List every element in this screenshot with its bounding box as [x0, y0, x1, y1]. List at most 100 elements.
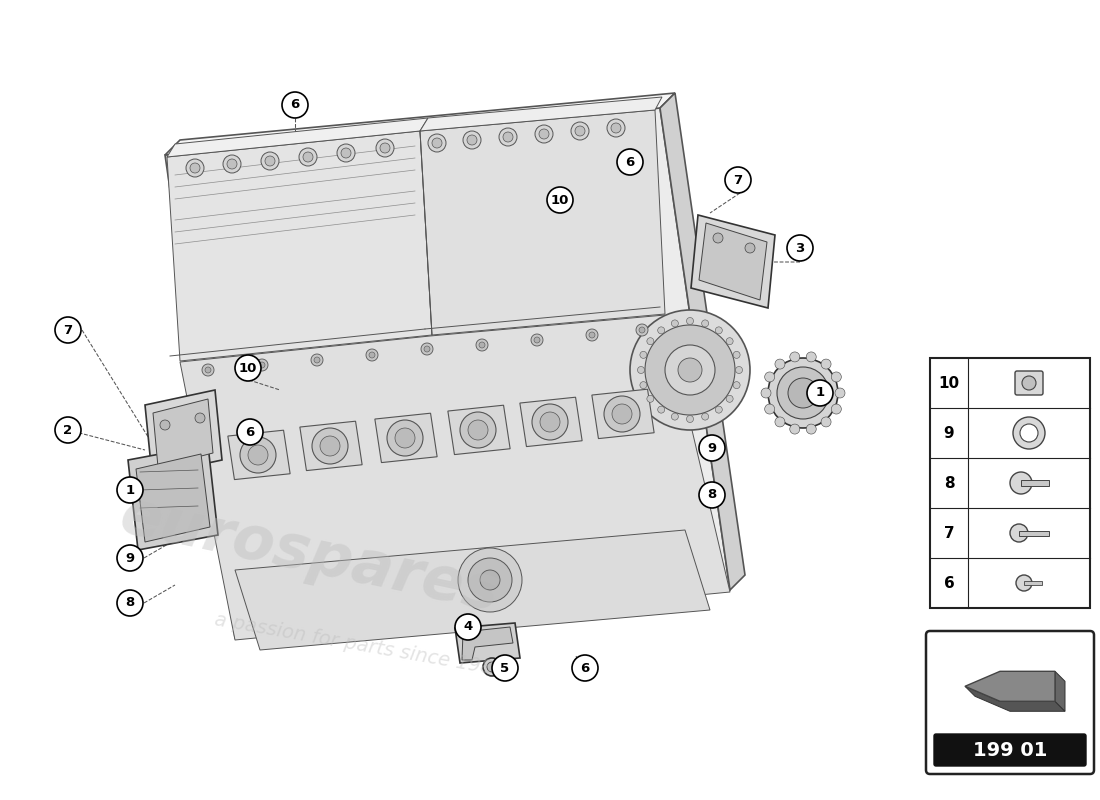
Polygon shape: [180, 315, 730, 640]
Text: 8: 8: [125, 597, 134, 610]
Circle shape: [532, 404, 568, 440]
Polygon shape: [165, 93, 675, 155]
Polygon shape: [660, 93, 745, 590]
Circle shape: [666, 345, 715, 395]
Circle shape: [428, 134, 446, 152]
Circle shape: [531, 334, 543, 346]
Circle shape: [468, 558, 512, 602]
Circle shape: [282, 92, 308, 118]
Circle shape: [302, 152, 313, 162]
Circle shape: [460, 412, 496, 448]
Polygon shape: [235, 530, 710, 650]
FancyBboxPatch shape: [934, 734, 1086, 766]
Circle shape: [235, 355, 261, 381]
Circle shape: [487, 662, 497, 672]
Circle shape: [483, 658, 500, 676]
Text: 2: 2: [64, 423, 73, 437]
Circle shape: [535, 125, 553, 143]
Circle shape: [539, 129, 549, 139]
Circle shape: [311, 354, 323, 366]
Circle shape: [1010, 472, 1032, 494]
Circle shape: [807, 380, 833, 406]
Polygon shape: [128, 445, 218, 550]
Circle shape: [314, 357, 320, 363]
Polygon shape: [420, 110, 666, 335]
Circle shape: [376, 139, 394, 157]
Circle shape: [117, 477, 143, 503]
Circle shape: [205, 367, 211, 373]
Circle shape: [424, 346, 430, 352]
Text: 6: 6: [245, 426, 254, 438]
Text: 1: 1: [125, 483, 134, 497]
Polygon shape: [375, 413, 437, 462]
Circle shape: [320, 436, 340, 456]
Circle shape: [736, 366, 743, 374]
Circle shape: [777, 367, 829, 419]
Circle shape: [713, 233, 723, 243]
Circle shape: [725, 167, 751, 193]
Polygon shape: [228, 430, 290, 479]
Text: 10: 10: [239, 362, 257, 374]
Circle shape: [645, 325, 735, 415]
Circle shape: [186, 159, 204, 177]
Circle shape: [586, 329, 598, 341]
Polygon shape: [455, 623, 520, 663]
Circle shape: [636, 324, 648, 336]
Circle shape: [227, 159, 236, 169]
Polygon shape: [153, 399, 213, 467]
Text: 3: 3: [795, 242, 804, 254]
Circle shape: [715, 327, 723, 334]
Circle shape: [366, 349, 378, 361]
Circle shape: [786, 235, 813, 261]
Polygon shape: [965, 686, 1065, 711]
Polygon shape: [592, 389, 654, 438]
Circle shape: [571, 122, 588, 140]
Circle shape: [715, 406, 723, 413]
Circle shape: [432, 138, 442, 148]
Circle shape: [503, 132, 513, 142]
Circle shape: [647, 338, 653, 345]
Text: 7: 7: [64, 323, 73, 337]
Circle shape: [647, 395, 653, 402]
Circle shape: [686, 318, 693, 325]
Circle shape: [572, 655, 598, 681]
FancyBboxPatch shape: [1024, 581, 1042, 585]
Text: 8: 8: [944, 475, 955, 490]
Circle shape: [617, 149, 643, 175]
Circle shape: [476, 339, 488, 351]
Text: 199 01: 199 01: [972, 741, 1047, 759]
Circle shape: [640, 382, 647, 389]
Text: 10: 10: [938, 375, 959, 390]
Circle shape: [236, 419, 263, 445]
Circle shape: [223, 155, 241, 173]
Polygon shape: [420, 97, 662, 131]
Circle shape: [1020, 424, 1038, 442]
Polygon shape: [167, 131, 432, 361]
Circle shape: [788, 378, 818, 408]
Circle shape: [686, 415, 693, 422]
Circle shape: [299, 148, 317, 166]
Circle shape: [478, 342, 485, 348]
FancyBboxPatch shape: [1021, 480, 1049, 486]
Text: 4: 4: [463, 621, 473, 634]
FancyBboxPatch shape: [930, 358, 1090, 608]
Text: eurospares: eurospares: [114, 486, 505, 624]
Polygon shape: [167, 118, 428, 157]
Circle shape: [745, 243, 755, 253]
Circle shape: [806, 352, 816, 362]
Circle shape: [702, 413, 708, 420]
Polygon shape: [165, 108, 730, 638]
Circle shape: [764, 404, 774, 414]
Circle shape: [610, 123, 621, 133]
Circle shape: [256, 359, 268, 371]
Text: 9: 9: [944, 426, 955, 441]
Text: 6: 6: [944, 575, 955, 590]
Circle shape: [698, 435, 725, 461]
Circle shape: [534, 337, 540, 343]
Circle shape: [698, 482, 725, 508]
Text: 9: 9: [125, 551, 134, 565]
Text: 6: 6: [581, 662, 590, 674]
Text: 1: 1: [815, 386, 825, 399]
Circle shape: [195, 413, 205, 423]
FancyBboxPatch shape: [926, 631, 1094, 774]
